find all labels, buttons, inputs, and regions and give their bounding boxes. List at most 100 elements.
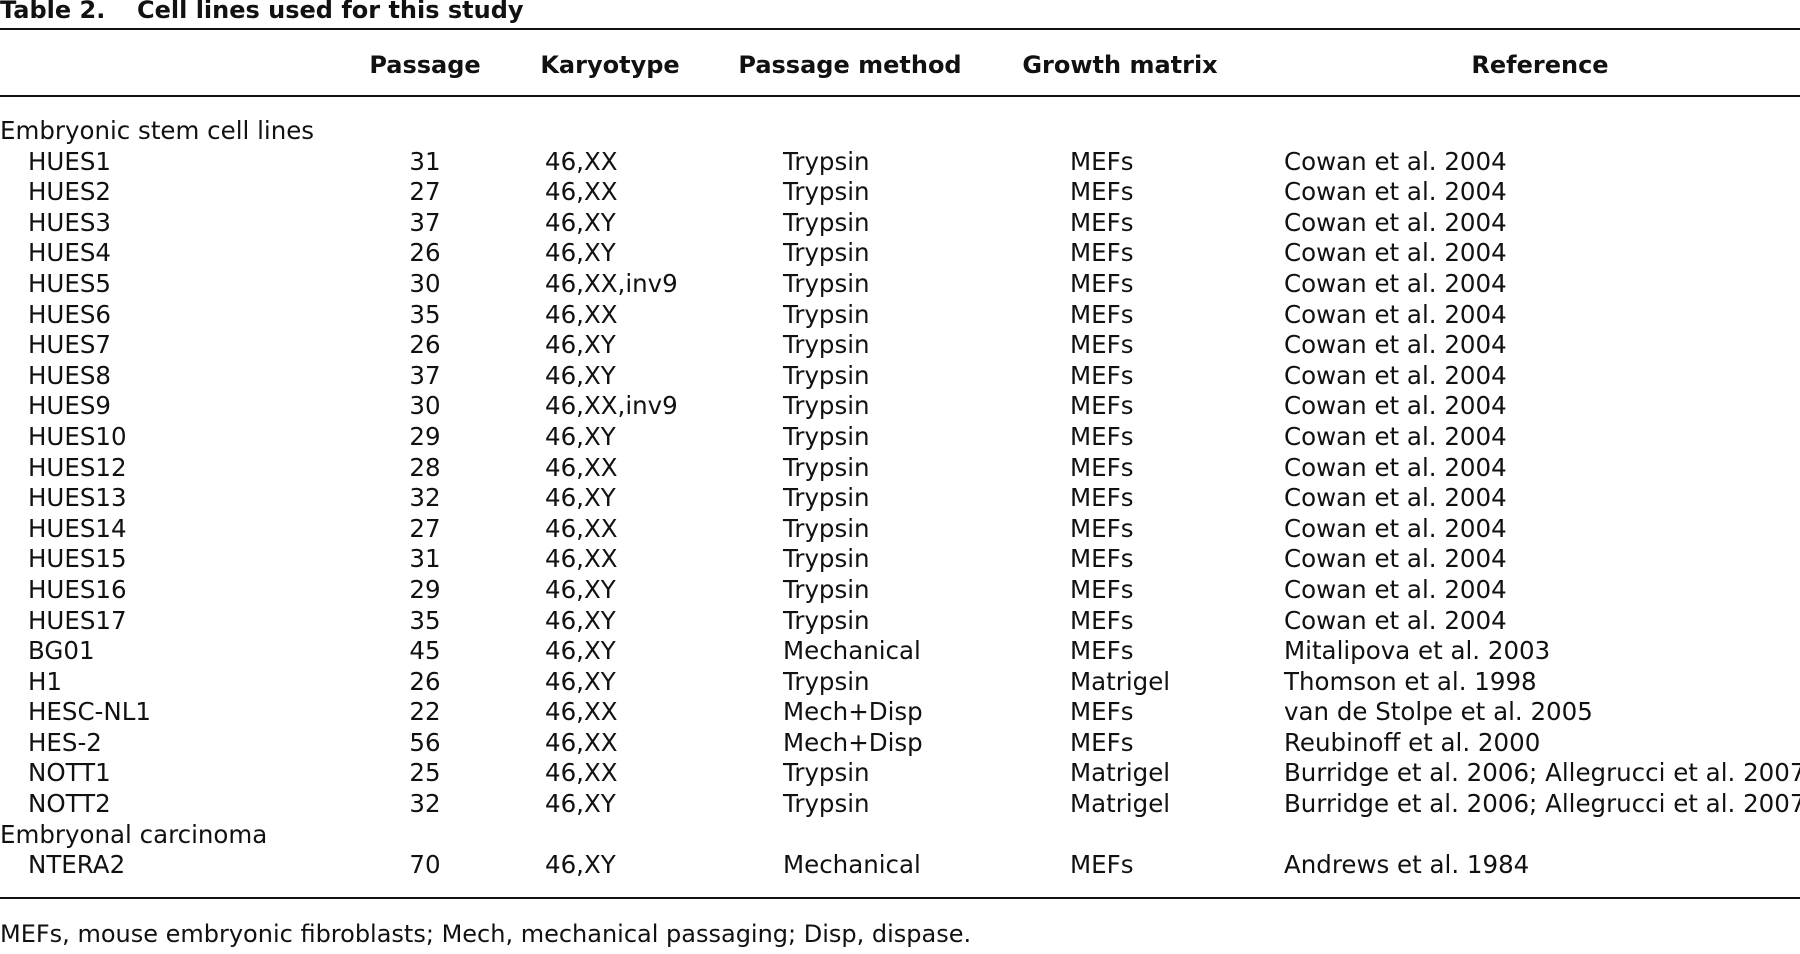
table-row: NOTT1 25 46,XX Trypsin Matrigel Burridge et a… xyxy=(0,758,1800,789)
passage-method-value: Trypsin xyxy=(783,268,870,298)
table-number: Table 2. xyxy=(0,0,106,24)
table-row: HUES12 28 46,XX Trypsin MEFs Cowan et al. 200… xyxy=(0,453,1800,484)
passage-method-value: Mechanical xyxy=(783,636,921,666)
table-footnote: MEFs, mouse embryonic fibroblasts; Mech,… xyxy=(0,920,972,948)
karyotype-value: 46,XY xyxy=(545,605,616,635)
karyotype-value: 46,XX xyxy=(545,146,618,176)
growth-matrix-value: MEFs xyxy=(1070,146,1134,176)
table-header: Passage Karyotype Passage method Growth … xyxy=(0,48,1800,82)
reference-value: van de Stolpe et al. 2005 xyxy=(1284,697,1593,727)
reference-value: Mitalipova et al. 2003 xyxy=(1284,636,1551,666)
passage-value: 28 xyxy=(409,452,441,482)
passage-value: 27 xyxy=(409,513,441,543)
growth-matrix-value: Matrigel xyxy=(1070,666,1171,696)
reference-value: Andrews et al. 1984 xyxy=(1284,850,1530,880)
karyotype-value: 46,XY xyxy=(545,238,616,268)
karyotype-value: 46,XX xyxy=(545,758,618,788)
karyotype-value: 46,XX xyxy=(545,452,618,482)
cell-line-name: HUES8 xyxy=(28,360,111,390)
passage-value: 70 xyxy=(409,850,441,880)
column-header-karyotype: Karyotype xyxy=(540,51,680,79)
cell-line-name: HUES1 xyxy=(28,146,111,176)
table-row: BG01 45 46,XY Mechanical MEFs Mitalipova et a… xyxy=(0,636,1800,667)
karyotype-value: 46,XY xyxy=(545,789,616,819)
reference-value: Cowan et al. 2004 xyxy=(1284,299,1507,329)
karyotype-value: 46,XX xyxy=(545,177,618,207)
reference-value: Cowan et al. 2004 xyxy=(1284,146,1507,176)
passage-value: 26 xyxy=(409,666,441,696)
cell-line-name: H1 xyxy=(28,666,63,696)
passage-method-value: Mech+Disp xyxy=(783,697,923,727)
passage-method-value: Trypsin xyxy=(783,483,870,513)
passage-method-value: Trypsin xyxy=(783,391,870,421)
reference-value: Cowan et al. 2004 xyxy=(1284,360,1507,390)
reference-value: Cowan et al. 2004 xyxy=(1284,268,1507,298)
passage-method-value: Trypsin xyxy=(783,330,870,360)
table-row: HUES17 35 46,XY Trypsin MEFs Cowan et al. 200… xyxy=(0,606,1800,637)
passage-value: 30 xyxy=(409,391,441,421)
cell-line-name: HUES4 xyxy=(28,238,111,268)
cell-line-name: HUES17 xyxy=(28,605,127,635)
cell-line-name: HUES6 xyxy=(28,299,111,329)
cell-line-name: HUES13 xyxy=(28,483,127,513)
passage-value: 30 xyxy=(409,268,441,298)
growth-matrix-value: MEFs xyxy=(1070,544,1134,574)
passage-value: 22 xyxy=(409,697,441,727)
section-header-row: Embryonal carcinoma xyxy=(0,820,1800,851)
karyotype-value: 46,XY xyxy=(545,330,616,360)
table-row: HUES5 30 46,XX,inv9 Trypsin MEFs Cowan et al.… xyxy=(0,269,1800,300)
section-header-row: Embryonic stem cell lines xyxy=(0,116,1800,147)
passage-value: 31 xyxy=(409,146,441,176)
passage-method-value: Trypsin xyxy=(783,177,870,207)
cell-line-name: HUES7 xyxy=(28,330,111,360)
passage-method-value: Trypsin xyxy=(783,605,870,635)
reference-value: Cowan et al. 2004 xyxy=(1284,177,1507,207)
passage-value: 35 xyxy=(409,299,441,329)
reference-value: Cowan et al. 2004 xyxy=(1284,513,1507,543)
reference-value: Cowan et al. 2004 xyxy=(1284,421,1507,451)
table-row: HUES16 29 46,XY Trypsin MEFs Cowan et al. 200… xyxy=(0,575,1800,606)
growth-matrix-value: MEFs xyxy=(1070,330,1134,360)
karyotype-value: 46,XY xyxy=(545,207,616,237)
passage-value: 27 xyxy=(409,177,441,207)
karyotype-value: 46,XX xyxy=(545,727,618,757)
cell-line-name: HUES12 xyxy=(28,452,127,482)
passage-value: 45 xyxy=(409,636,441,666)
growth-matrix-value: MEFs xyxy=(1070,177,1134,207)
passage-value: 35 xyxy=(409,605,441,635)
passage-method-value: Trypsin xyxy=(783,360,870,390)
passage-method-value: Trypsin xyxy=(783,513,870,543)
cell-line-name: HUES5 xyxy=(28,268,111,298)
table-row: HES-2 56 46,XX Mech+Disp MEFs Reubinoff et al… xyxy=(0,728,1800,759)
growth-matrix-value: MEFs xyxy=(1070,513,1134,543)
passage-method-value: Trypsin xyxy=(783,299,870,329)
passage-method-value: Trypsin xyxy=(783,544,870,574)
passage-method-value: Trypsin xyxy=(783,452,870,482)
passage-method-value: Trypsin xyxy=(783,789,870,819)
passage-value: 32 xyxy=(409,483,441,513)
karyotype-value: 46,XX xyxy=(545,544,618,574)
table-row: HUES2 27 46,XX Trypsin MEFs Cowan et al. 2004 xyxy=(0,177,1800,208)
table-row: HUES9 30 46,XX,inv9 Trypsin MEFs Cowan et al.… xyxy=(0,391,1800,422)
reference-value: Cowan et al. 2004 xyxy=(1284,605,1507,635)
growth-matrix-value: MEFs xyxy=(1070,483,1134,513)
growth-matrix-value: MEFs xyxy=(1070,697,1134,727)
passage-method-value: Trypsin xyxy=(783,574,870,604)
karyotype-value: 46,XY xyxy=(545,360,616,390)
column-header-passage: Passage xyxy=(369,51,481,79)
reference-value: Reubinoff et al. 2000 xyxy=(1284,727,1541,757)
cell-line-name: HUES16 xyxy=(28,574,127,604)
karyotype-value: 46,XY xyxy=(545,850,616,880)
passage-method-value: Trypsin xyxy=(783,207,870,237)
cell-line-name: HUES10 xyxy=(28,421,127,451)
karyotype-value: 46,XY xyxy=(545,421,616,451)
cell-line-name: HUES14 xyxy=(28,513,127,543)
karyotype-value: 46,XX xyxy=(545,299,618,329)
reference-value: Cowan et al. 2004 xyxy=(1284,391,1507,421)
karyotype-value: 46,XX,inv9 xyxy=(545,268,678,298)
growth-matrix-value: MEFs xyxy=(1070,238,1134,268)
cell-line-name: HUES9 xyxy=(28,391,111,421)
passage-method-value: Mech+Disp xyxy=(783,727,923,757)
karyotype-value: 46,XY xyxy=(545,574,616,604)
passage-value: 31 xyxy=(409,544,441,574)
